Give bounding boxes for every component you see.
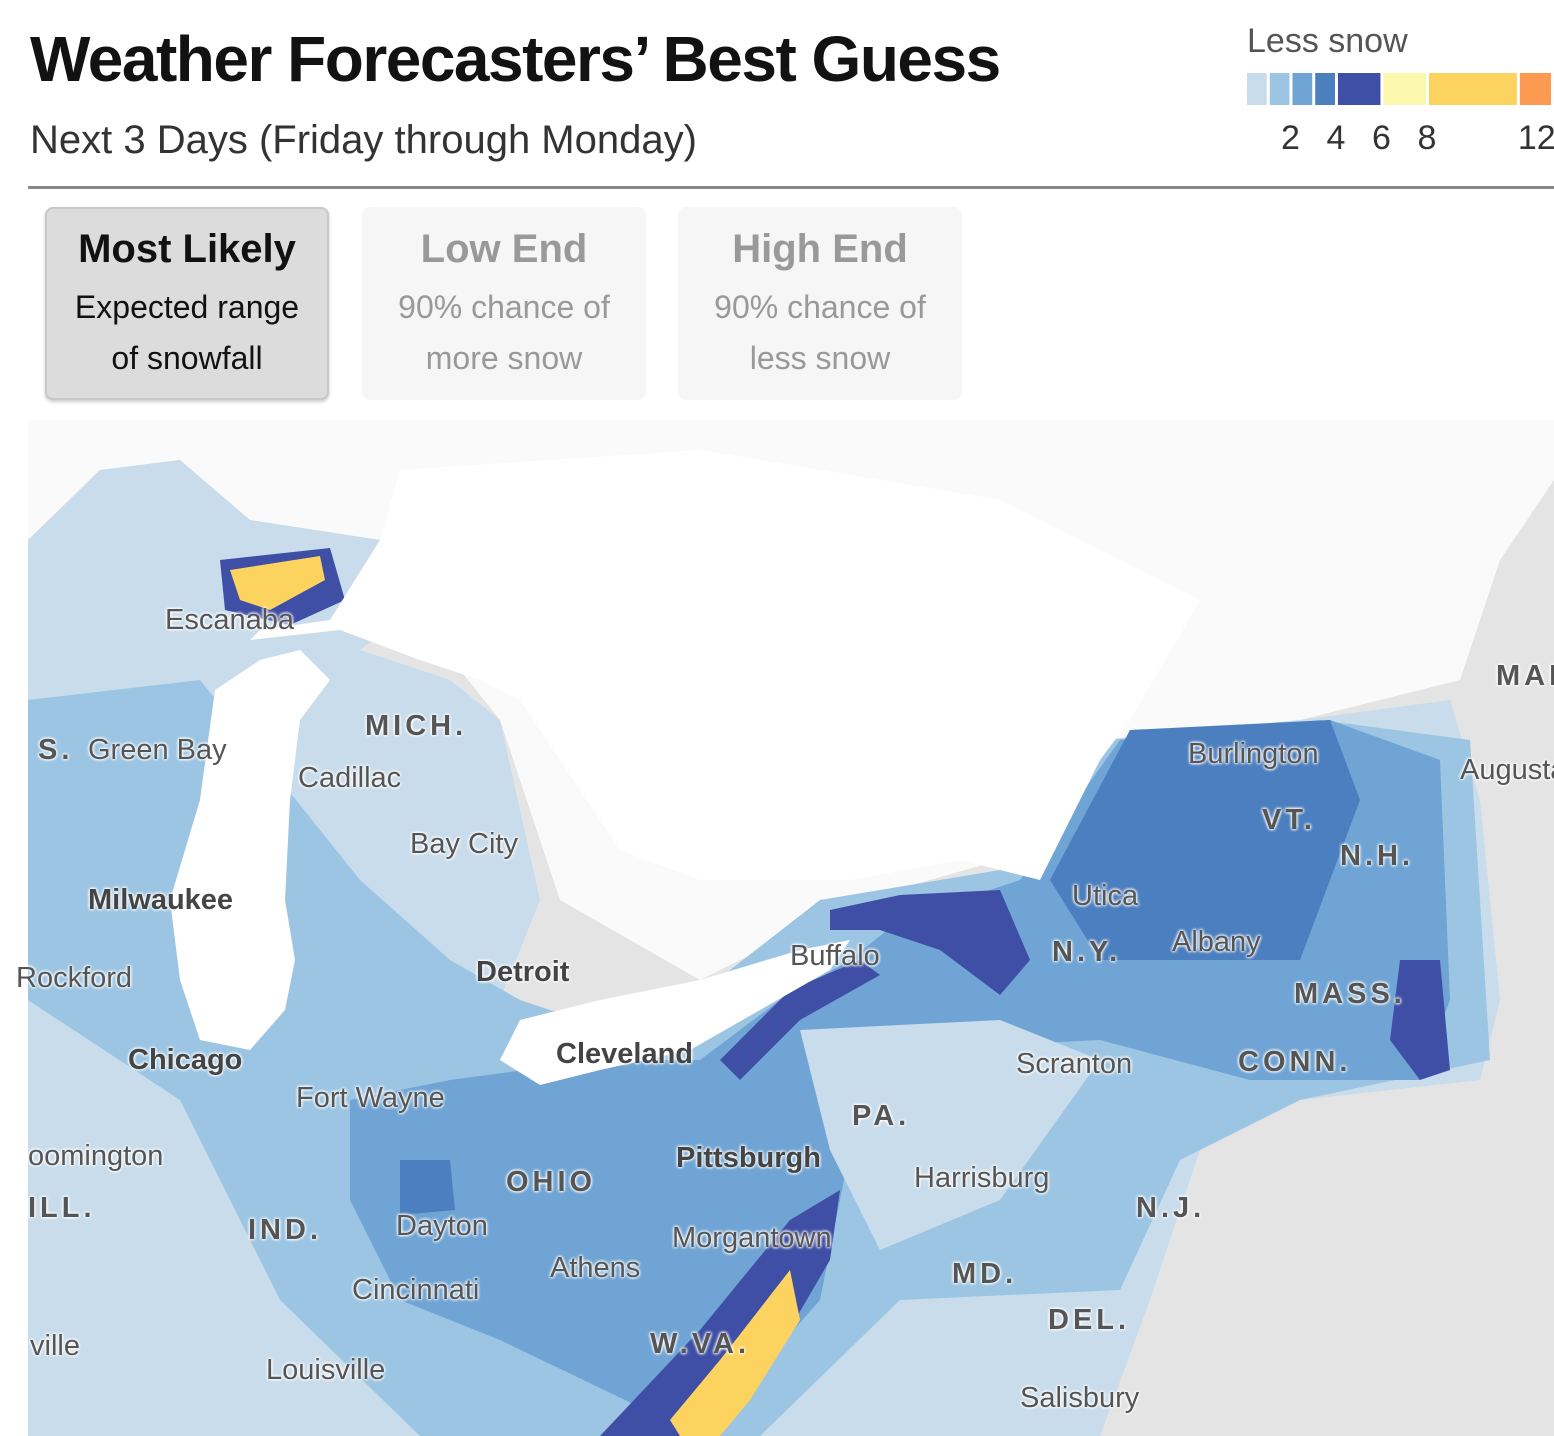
legend: Less snow 2 4 6 8 12 <box>1247 22 1554 157</box>
map-label: S. <box>38 734 74 766</box>
map-label: Buffalo <box>790 940 880 972</box>
tab[interactable]: Low End 90% chance of more snow <box>362 207 646 400</box>
lake <box>250 450 1200 880</box>
tab-desc: less snow <box>749 340 891 376</box>
legend-tick-label: 12 <box>1518 119 1554 157</box>
lake <box>170 650 330 1050</box>
map-label: Dayton <box>396 1210 488 1242</box>
snow-area <box>1390 960 1450 1080</box>
map-label: Cadillac <box>298 762 402 794</box>
legend-swatch <box>1519 73 1551 105</box>
map-label: CONN. <box>1238 1046 1352 1078</box>
map-label: Fort Wayne <box>296 1082 445 1114</box>
map-label: Scranton <box>1016 1048 1133 1080</box>
map-label: N.Y. <box>1052 936 1122 968</box>
map-label: Salisbury <box>1020 1382 1140 1414</box>
map-label: Green Bay <box>88 734 227 766</box>
map-label: Chicago <box>128 1044 243 1076</box>
map-label: Albany <box>1172 926 1261 958</box>
map-label: OHIO <box>506 1166 597 1198</box>
divider <box>28 186 1554 189</box>
map-label: IND. <box>248 1214 322 1246</box>
snow-area <box>600 1190 840 1436</box>
map-label: VT. <box>1262 804 1316 836</box>
lake <box>500 940 850 1085</box>
legend-tick-label: 4 <box>1327 119 1346 157</box>
tab-desc: more snow <box>425 340 583 376</box>
map-label: Escanaba <box>165 604 294 636</box>
tab-title: Most Likely <box>78 227 296 271</box>
tab-desc: Expected range <box>74 289 300 325</box>
legend-swatch <box>1247 73 1267 105</box>
map-label: N.H. <box>1340 840 1414 872</box>
map-label: MASS. <box>1294 978 1406 1010</box>
legend-swatch <box>1383 73 1426 105</box>
snow-area <box>830 890 1030 995</box>
map-label: MAI <box>1496 660 1554 692</box>
map-label: Burlington <box>1188 738 1319 770</box>
tab[interactable]: Most Likely Expected range of snowfall <box>45 207 329 400</box>
map-label: Milwaukee <box>88 884 234 916</box>
legend-swatch <box>1292 73 1313 105</box>
snow-area <box>800 1020 1100 1250</box>
snow-area <box>670 1270 800 1436</box>
map-label: Athens <box>550 1252 641 1284</box>
map-label: Louisville <box>266 1354 386 1386</box>
map-label: Detroit <box>476 956 570 988</box>
legend-swatch <box>1269 73 1290 105</box>
map-label: Pittsburgh <box>676 1142 821 1174</box>
map-label: Utica <box>1072 880 1139 912</box>
map-label: MD. <box>952 1258 1018 1290</box>
map-label: N.J. <box>1136 1192 1206 1224</box>
tab-desc: 90% chance of <box>398 289 610 325</box>
map-label: PA. <box>852 1100 911 1132</box>
legend-tick-label: 8 <box>1417 119 1436 157</box>
map-label: Morgantown <box>672 1222 832 1254</box>
map-label: Augusta <box>1460 754 1554 786</box>
tab[interactable]: High End 90% chance of less snow <box>678 207 962 400</box>
legend-tick-label: 2 <box>1281 119 1300 157</box>
map-label: ville <box>30 1330 80 1362</box>
title: Weather Forecasters’ Best Guess <box>30 23 1001 95</box>
legend-label: Less snow <box>1247 22 1408 60</box>
subtitle: Next 3 Days (Friday through Monday) <box>30 118 697 162</box>
map-label: DEL. <box>1048 1304 1131 1336</box>
map-label: W.VA. <box>650 1328 751 1360</box>
legend-swatch <box>1315 73 1335 105</box>
tab-title: High End <box>732 227 908 271</box>
snow-area <box>400 1160 455 1215</box>
map-label: ILL. <box>28 1192 96 1224</box>
map-label: MICH. <box>365 710 468 742</box>
snow-area <box>720 960 880 1080</box>
map <box>28 420 1554 1436</box>
map-label: Cleveland <box>556 1038 693 1070</box>
tab-desc: of snowfall <box>111 340 263 376</box>
map-label: oomington <box>28 1140 164 1172</box>
snow-area <box>1050 720 1360 960</box>
snow-area <box>230 556 325 610</box>
legend-swatch <box>1337 73 1381 105</box>
map-label: Cincinnati <box>352 1274 480 1306</box>
map-label: Harrisburg <box>914 1162 1050 1194</box>
tab-desc: 90% chance of <box>714 289 926 325</box>
tab-title: Low End <box>420 227 588 271</box>
legend-tick-label: 6 <box>1372 119 1391 157</box>
map-label: Bay City <box>410 828 518 860</box>
map-label: Rockford <box>16 962 133 994</box>
legend-swatch <box>1428 73 1517 105</box>
